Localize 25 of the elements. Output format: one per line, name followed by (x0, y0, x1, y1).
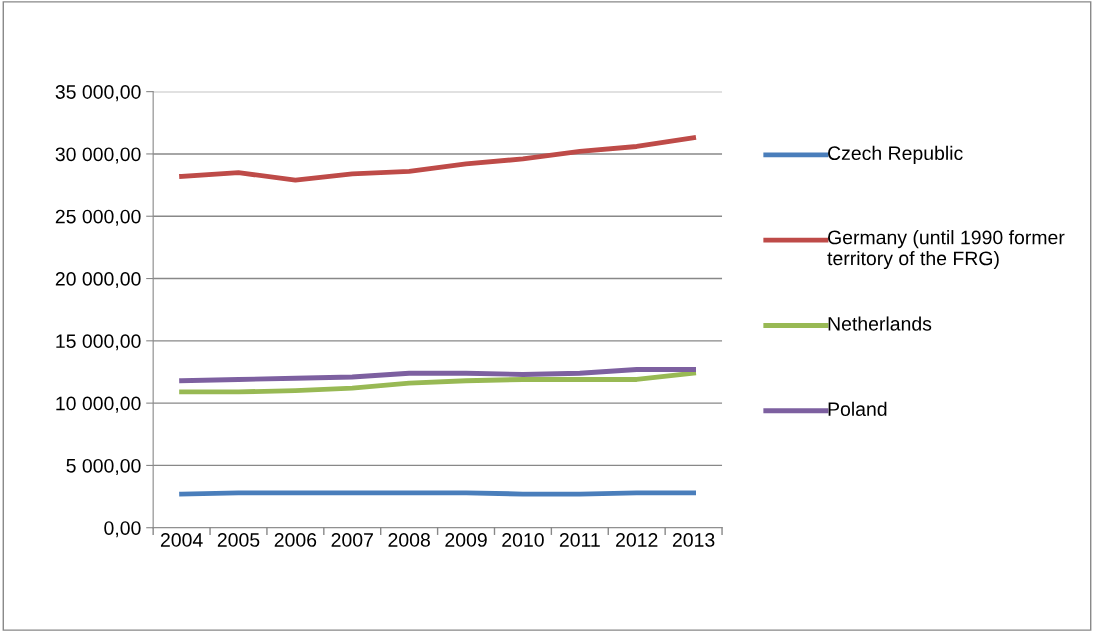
x-tick-label: 2012 (616, 533, 658, 547)
line-series (179, 135, 697, 183)
y-tick-label: 30 000,00 (55, 147, 141, 164)
x-tick-label: 2013 (672, 533, 715, 547)
y-tick-label: 20 000,00 (55, 272, 141, 289)
legend-label: Czech Republic (828, 145, 963, 164)
x-tick-label: 2010 (502, 533, 544, 547)
y-tick-label: 35 000,00 (55, 85, 141, 102)
x-tick-label: 2007 (331, 533, 373, 547)
line-series (179, 370, 697, 395)
legend-label: Germany (until 1990 former territory of the FRG) (827, 230, 1065, 270)
y-tick-label: 0,00 (104, 521, 141, 538)
x-tick-label: 2009 (445, 533, 487, 547)
x-tick-label: 2004 (160, 533, 203, 547)
y-tick-label: 10 000,00 (56, 396, 141, 413)
legend-label: Poland (828, 401, 887, 417)
x-tick-label: 2008 (388, 533, 430, 547)
x-tick-label: 2006 (274, 533, 317, 547)
x-tick-label: 2011 (559, 533, 600, 547)
y-tick-label: 15 000,00 (56, 334, 141, 351)
legend-label: Netherlands (828, 316, 932, 331)
y-tick-label: 5 000,00 (66, 458, 141, 475)
x-tick-label: 2005 (217, 533, 260, 547)
line-series (179, 367, 697, 384)
y-tick-label: 25 000,00 (55, 209, 141, 226)
